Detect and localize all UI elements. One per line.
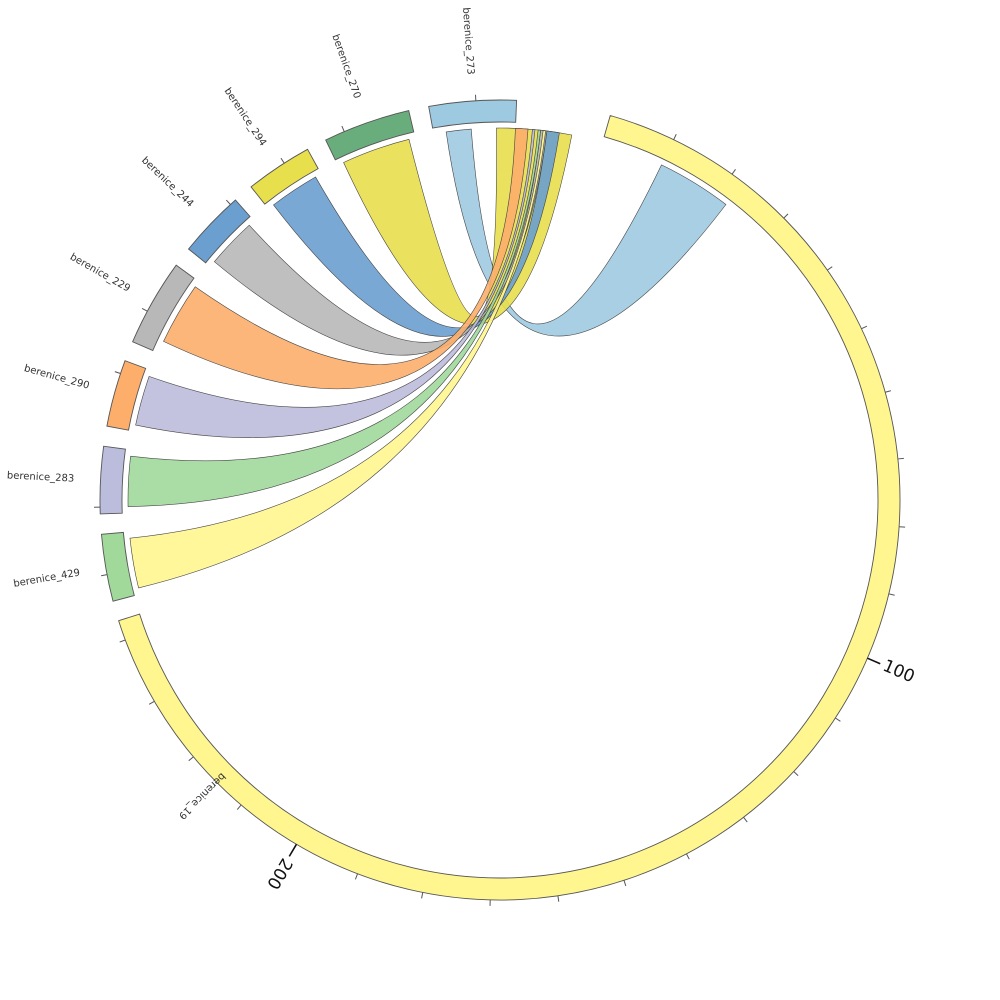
major-tick-label: 100: [880, 656, 918, 687]
arcs-layer: [99, 99, 901, 901]
ribbon-berenice-290-to-berenice-19: [135, 129, 536, 438]
segment-label-berenice-294: berenice_294: [222, 86, 268, 148]
minor-tick: [835, 717, 841, 722]
minor-tick: [557, 895, 560, 902]
minor-tick: [119, 639, 126, 643]
ribbon-berenice-429-to-berenice-19: [129, 130, 546, 589]
arc-berenice-283: [99, 445, 126, 515]
segment-label-berenice-429: berenice_429: [13, 568, 81, 590]
segment-label-berenice-244: berenice_244: [139, 155, 195, 210]
arc-berenice-270: [325, 110, 415, 161]
minor-tick: [101, 574, 108, 577]
minor-tick: [623, 880, 627, 887]
segment-label-berenice-229: berenice_229: [68, 252, 132, 295]
segment-label-berenice-283: berenice_283: [7, 470, 75, 484]
major-tick: [288, 843, 298, 857]
arc-berenice-294: [250, 148, 319, 205]
minor-tick: [421, 892, 424, 899]
segment-label-berenice-273: berenice_273: [460, 7, 476, 75]
arc-berenice-244: [187, 199, 251, 264]
minor-tick: [236, 804, 242, 810]
ribbon-berenice-229-to-berenice-19: [163, 128, 529, 390]
minor-tick: [897, 457, 904, 460]
arc-berenice-290: [106, 360, 147, 431]
minor-tick: [885, 390, 892, 393]
minor-tick: [114, 371, 121, 375]
minor-tick: [280, 157, 285, 164]
minor-tick: [673, 134, 677, 140]
minor-tick: [827, 266, 833, 271]
minor-tick: [861, 325, 868, 330]
minor-tick: [793, 771, 799, 776]
minor-tick: [731, 169, 736, 175]
minor-tick: [141, 307, 148, 312]
minor-tick: [148, 700, 155, 705]
arc-berenice-273: [428, 99, 518, 129]
major-tick-label: 200: [262, 855, 296, 893]
ribbon-berenice-283-to-berenice-19: [127, 129, 541, 507]
minor-tick: [686, 853, 690, 860]
minor-tick: [783, 213, 789, 219]
minor-tick: [225, 199, 231, 205]
segment-label-berenice-270: berenice_270: [329, 33, 362, 100]
arc-berenice-19: [118, 114, 901, 901]
segment-label-berenice-19: berenice_19: [176, 770, 227, 821]
minor-tick: [888, 593, 895, 596]
minor-tick: [341, 125, 345, 132]
major-tick: [867, 657, 881, 665]
segment-label-berenice-290: berenice_290: [23, 363, 91, 392]
minor-tick: [188, 756, 194, 762]
ribbon-berenice-273-to-berenice-19: [445, 128, 727, 337]
ticks-layer: [94, 94, 906, 906]
ribbons-layer: [127, 127, 727, 589]
arc-berenice-229: [132, 264, 195, 352]
arc-berenice-429: [100, 531, 135, 602]
minor-tick: [743, 816, 748, 823]
minor-tick: [354, 873, 358, 880]
